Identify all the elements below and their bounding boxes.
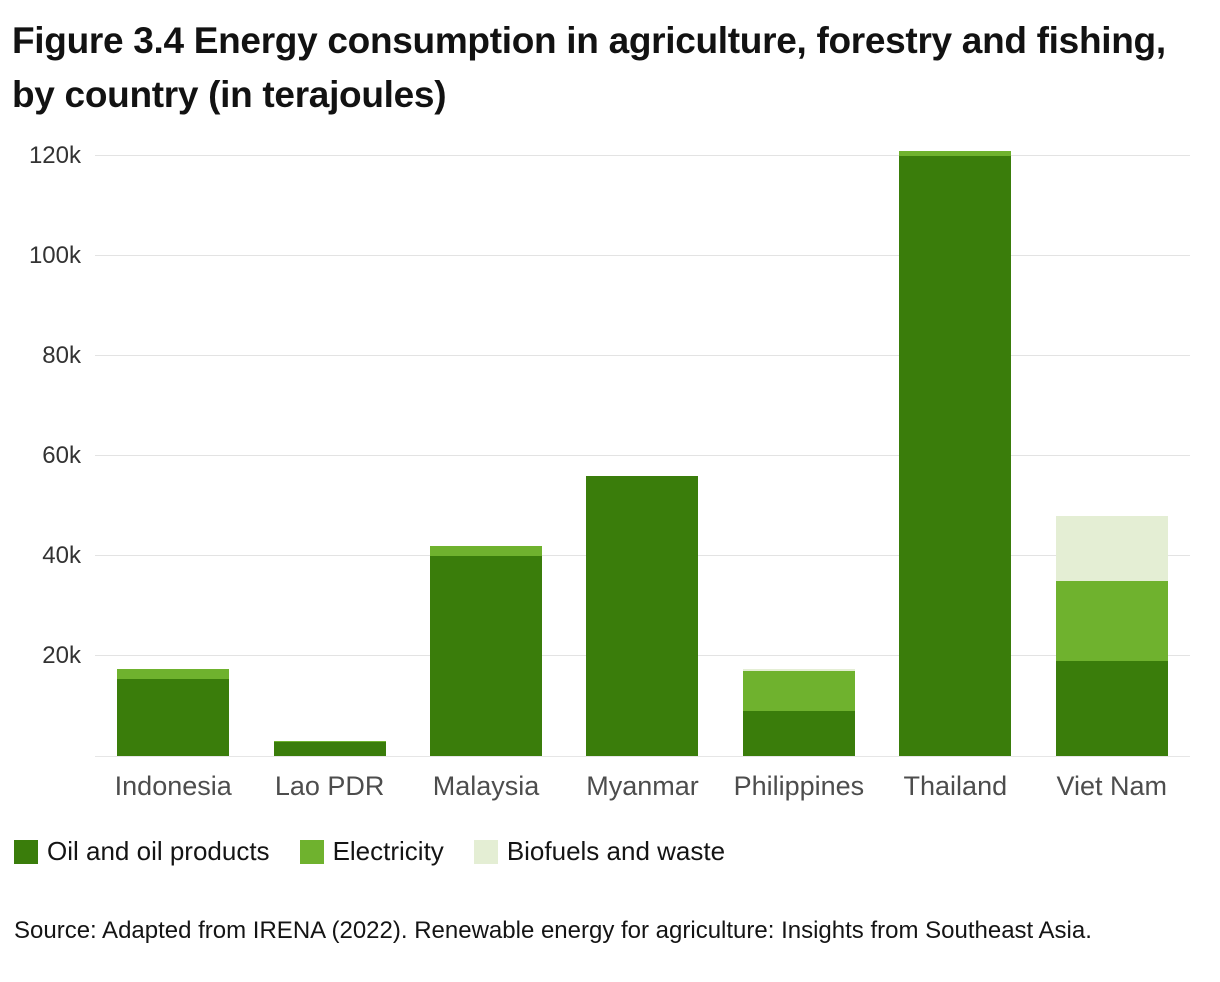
x-label-lao-pdr: Lao PDR bbox=[274, 771, 385, 802]
y-tick-label-20k: 20k bbox=[42, 642, 81, 670]
chart-title: Figure 3.4 Energy consumption in agricul… bbox=[12, 20, 1166, 115]
bar-slot-viet-nam bbox=[1034, 151, 1190, 757]
legend-swatch-oil-and-oil-products bbox=[14, 839, 38, 864]
legend-item-oil-and-oil-products: Oil and oil products bbox=[14, 836, 270, 867]
bar-viet-nam bbox=[1055, 151, 1168, 757]
y-tick-label-100k: 100k bbox=[28, 242, 81, 270]
segment-lao-pdr-oil-and-oil-products bbox=[273, 742, 386, 757]
y-tick-label-60k: 60k bbox=[42, 442, 81, 470]
gridline-120k bbox=[95, 155, 1190, 157]
x-label-thailand: Thailand bbox=[903, 771, 1008, 802]
segment-indonesia-oil-and-oil-products bbox=[117, 678, 230, 757]
x-label-myanmar: Myanmar bbox=[586, 771, 699, 802]
legend-label-oil-and-oil-products: Oil and oil products bbox=[47, 836, 270, 867]
bars-container bbox=[95, 151, 1190, 757]
bar-slot-myanmar bbox=[564, 151, 720, 757]
segment-philippines-biofuels-and-waste bbox=[742, 668, 855, 672]
x-label-indonesia: Indonesia bbox=[114, 771, 232, 802]
segment-thailand-electricity bbox=[899, 151, 1012, 157]
bar-indonesia bbox=[117, 151, 230, 757]
segment-myanmar-oil-and-oil-products bbox=[586, 476, 699, 757]
y-tick-label-40k: 40k bbox=[42, 542, 81, 570]
segment-viet-nam-oil-and-oil-products bbox=[1055, 661, 1168, 757]
bar-slot-philippines bbox=[721, 151, 877, 757]
figure-page: Figure 3.4 Energy consumption in agricul… bbox=[0, 14, 1220, 982]
bar-slot-lao-pdr bbox=[251, 151, 407, 757]
source-note: Source: Adapted from IRENA (2022). Renew… bbox=[14, 917, 1092, 945]
bar-lao-pdr bbox=[273, 151, 386, 757]
y-tick-label-120k: 120k bbox=[28, 142, 81, 170]
segment-philippines-oil-and-oil-products bbox=[742, 711, 855, 757]
x-label-viet-nam: Viet Nam bbox=[1056, 771, 1168, 802]
segment-viet-nam-biofuels-and-waste bbox=[1055, 516, 1168, 582]
segment-lao-pdr-electricity bbox=[273, 741, 386, 743]
x-label-malaysia: Malaysia bbox=[432, 771, 540, 802]
segment-viet-nam-electricity bbox=[1055, 581, 1168, 662]
bar-thailand bbox=[899, 151, 1012, 757]
bar-myanmar bbox=[586, 151, 699, 757]
legend-label-electricity: Electricity bbox=[332, 836, 444, 867]
y-tick-label-80k: 80k bbox=[42, 342, 81, 370]
gridline-60k bbox=[95, 455, 1190, 457]
plot-area: 20k 40k 60k 80k 100k 120k bbox=[29, 142, 1190, 758]
legend-swatch-biofuels-and-waste bbox=[473, 839, 498, 864]
segment-indonesia-electricity bbox=[117, 668, 230, 679]
x-axis-labels: Indonesia Lao PDR Malaysia Myanmar Philippin… bbox=[95, 771, 1190, 802]
segment-malaysia-oil-and-oil-products bbox=[430, 556, 543, 757]
gridline-100k bbox=[95, 255, 1190, 257]
segment-thailand-oil-and-oil-products bbox=[899, 156, 1012, 757]
legend-label-biofuels-and-waste: Biofuels and waste bbox=[506, 836, 726, 867]
legend-swatch-electricity bbox=[299, 839, 324, 864]
segment-malaysia-electricity bbox=[430, 546, 543, 557]
bar-slot-malaysia bbox=[408, 151, 564, 757]
bar-philippines bbox=[742, 151, 855, 757]
bar-slot-indonesia bbox=[95, 151, 251, 757]
bar-slot-thailand bbox=[877, 151, 1033, 757]
chart: 20k 40k 60k 80k 100k 120k bbox=[29, 142, 1190, 758]
legend-item-biofuels-and-waste: Biofuels and waste bbox=[473, 836, 726, 867]
bar-malaysia bbox=[430, 151, 543, 757]
segment-philippines-electricity bbox=[742, 671, 855, 712]
gridline-80k bbox=[95, 355, 1190, 357]
x-label-philippines: Philippines bbox=[733, 771, 865, 802]
legend: Oil and oil products Electricity Biofuels … bbox=[14, 836, 1220, 867]
legend-item-electricity: Electricity bbox=[299, 836, 444, 867]
